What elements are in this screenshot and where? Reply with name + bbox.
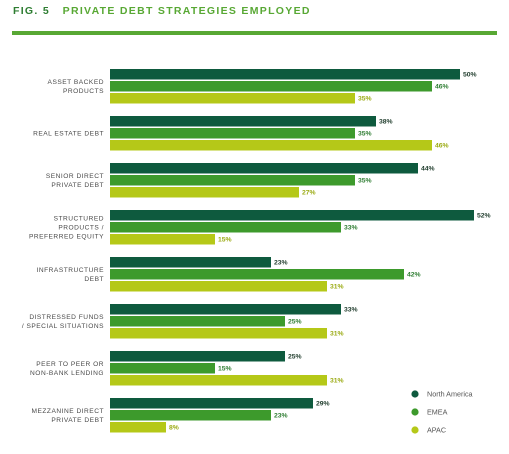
category-label-line: PRIVATE DEBT [51,182,104,189]
bar-emea [110,128,355,139]
category-group: ASSET BACKED PRODUCTS 50% 46% 35% [48,69,477,104]
bar-value-label: 29% [316,401,330,408]
bar-value-label: 52% [477,213,491,220]
category-label: DISTRESSED FUNDS / SPECIAL SITUATIONS [22,314,104,330]
bar-value-label: 33% [344,307,358,314]
bar-north-america [110,351,285,362]
category-group: MEZZANINE DIRECT PRIVATE DEBT 29% 23% 8% [32,398,330,433]
bar-apac [110,422,166,433]
bar-apac [110,234,215,245]
title-rule [12,31,497,35]
figure-title-text: PRIVATE DEBT STRATEGIES EMPLOYED [62,5,311,17]
bar-value-label: 15% [218,366,232,373]
category-label: REAL ESTATE DEBT [33,131,104,138]
legend-label: APAC [427,426,446,435]
bar-north-america [110,163,418,174]
figure-number: FIG. 5 [13,5,50,17]
bar-value-label: 35% [358,96,372,103]
category-label-line: REAL ESTATE DEBT [33,131,104,138]
bar-value-label: 50% [463,72,477,79]
legend-swatch [411,390,419,398]
category-label-line: PRODUCTS / [58,225,104,232]
category-label-line: DISTRESSED FUNDS [29,314,104,321]
bar-value-label: 31% [330,378,344,385]
bar-emea [110,222,341,233]
category-group: INFRASTRUCTURE DEBT 23% 42% 31% [37,257,421,292]
category-label-line: SENIOR DIRECT [46,173,104,180]
bar-north-america [110,116,376,127]
bar-apac [110,328,327,339]
bar-apac [110,375,327,386]
bar-north-america [110,304,341,315]
bar-value-label: 31% [330,284,344,291]
bar-value-label: 35% [358,178,372,185]
category-label-line: PREFERRED EQUITY [29,234,104,241]
bar-value-label: 27% [302,190,316,197]
category-label-line: NON-BANK LENDING [30,370,104,377]
bar-value-label: 31% [330,331,344,338]
legend-swatch [411,426,419,434]
bar-value-label: 46% [435,84,449,91]
bar-north-america [110,210,474,221]
bar-value-label: 23% [274,413,288,420]
bar-north-america [110,69,460,80]
bar-apac [110,187,299,198]
bar-value-label: 38% [379,119,393,126]
bar-value-label: 8% [169,425,179,432]
legend: North America EMEA APAC [411,390,473,435]
category-group: DISTRESSED FUNDS / SPECIAL SITUATIONS 33% 2… [22,304,358,339]
category-label: STRUCTURED PRODUCTS / PREFERRED EQUITY [29,216,104,241]
category-label: INFRASTRUCTURE DEBT [37,267,105,283]
category-label-line: INFRASTRUCTURE [37,267,105,274]
bar-value-label: 35% [358,131,372,138]
category-label-line: / SPECIAL SITUATIONS [22,323,104,330]
category-label-line: ASSET BACKED [48,79,104,86]
category-group: PEER TO PEER OR NON-BANK LENDING 25% 15% 31% [30,351,344,386]
bar-value-label: 25% [288,354,302,361]
category-label: ASSET BACKED PRODUCTS [48,79,105,95]
bar-apac [110,93,355,104]
bar-value-label: 33% [344,225,358,232]
category-label-line: DEBT [84,276,104,283]
category-label: MEZZANINE DIRECT PRIVATE DEBT [32,408,104,424]
category-label-line: PEER TO PEER OR [36,361,104,368]
bar-emea [110,81,432,92]
category-label-line: PRODUCTS [63,88,104,95]
category-group: STRUCTURED PRODUCTS / PREFERRED EQUITY 52% 3… [29,210,491,245]
bar-value-label: 46% [435,143,449,150]
bar-emea [110,316,285,327]
category-group: SENIOR DIRECT PRIVATE DEBT 44% 35% 27% [46,163,435,198]
figure-title: FIG. 5 PRIVATE DEBT STRATEGIES EMPLOYED [13,5,311,17]
bar-apac [110,281,327,292]
bar-emea [110,269,404,280]
category-label-line: STRUCTURED [54,216,104,223]
legend-swatch [411,408,419,416]
category-label-line: PRIVATE DEBT [51,417,104,424]
category-label: PEER TO PEER OR NON-BANK LENDING [30,361,104,377]
category-label: SENIOR DIRECT PRIVATE DEBT [46,173,104,189]
bar-value-label: 42% [407,272,421,279]
bar-north-america [110,398,313,409]
bar-north-america [110,257,271,268]
legend-label: North America [427,390,473,399]
bar-emea [110,410,271,421]
bar-emea [110,363,215,374]
bar-apac [110,140,432,151]
bar-value-label: 25% [288,319,302,326]
bar-value-label: 15% [218,237,232,244]
bar-value-label: 23% [274,260,288,267]
bar-value-label: 44% [421,166,435,173]
category-label-line: MEZZANINE DIRECT [32,408,104,415]
bar-emea [110,175,355,186]
category-group: REAL ESTATE DEBT 38% 35% 46% [33,116,449,151]
legend-label: EMEA [427,408,448,417]
